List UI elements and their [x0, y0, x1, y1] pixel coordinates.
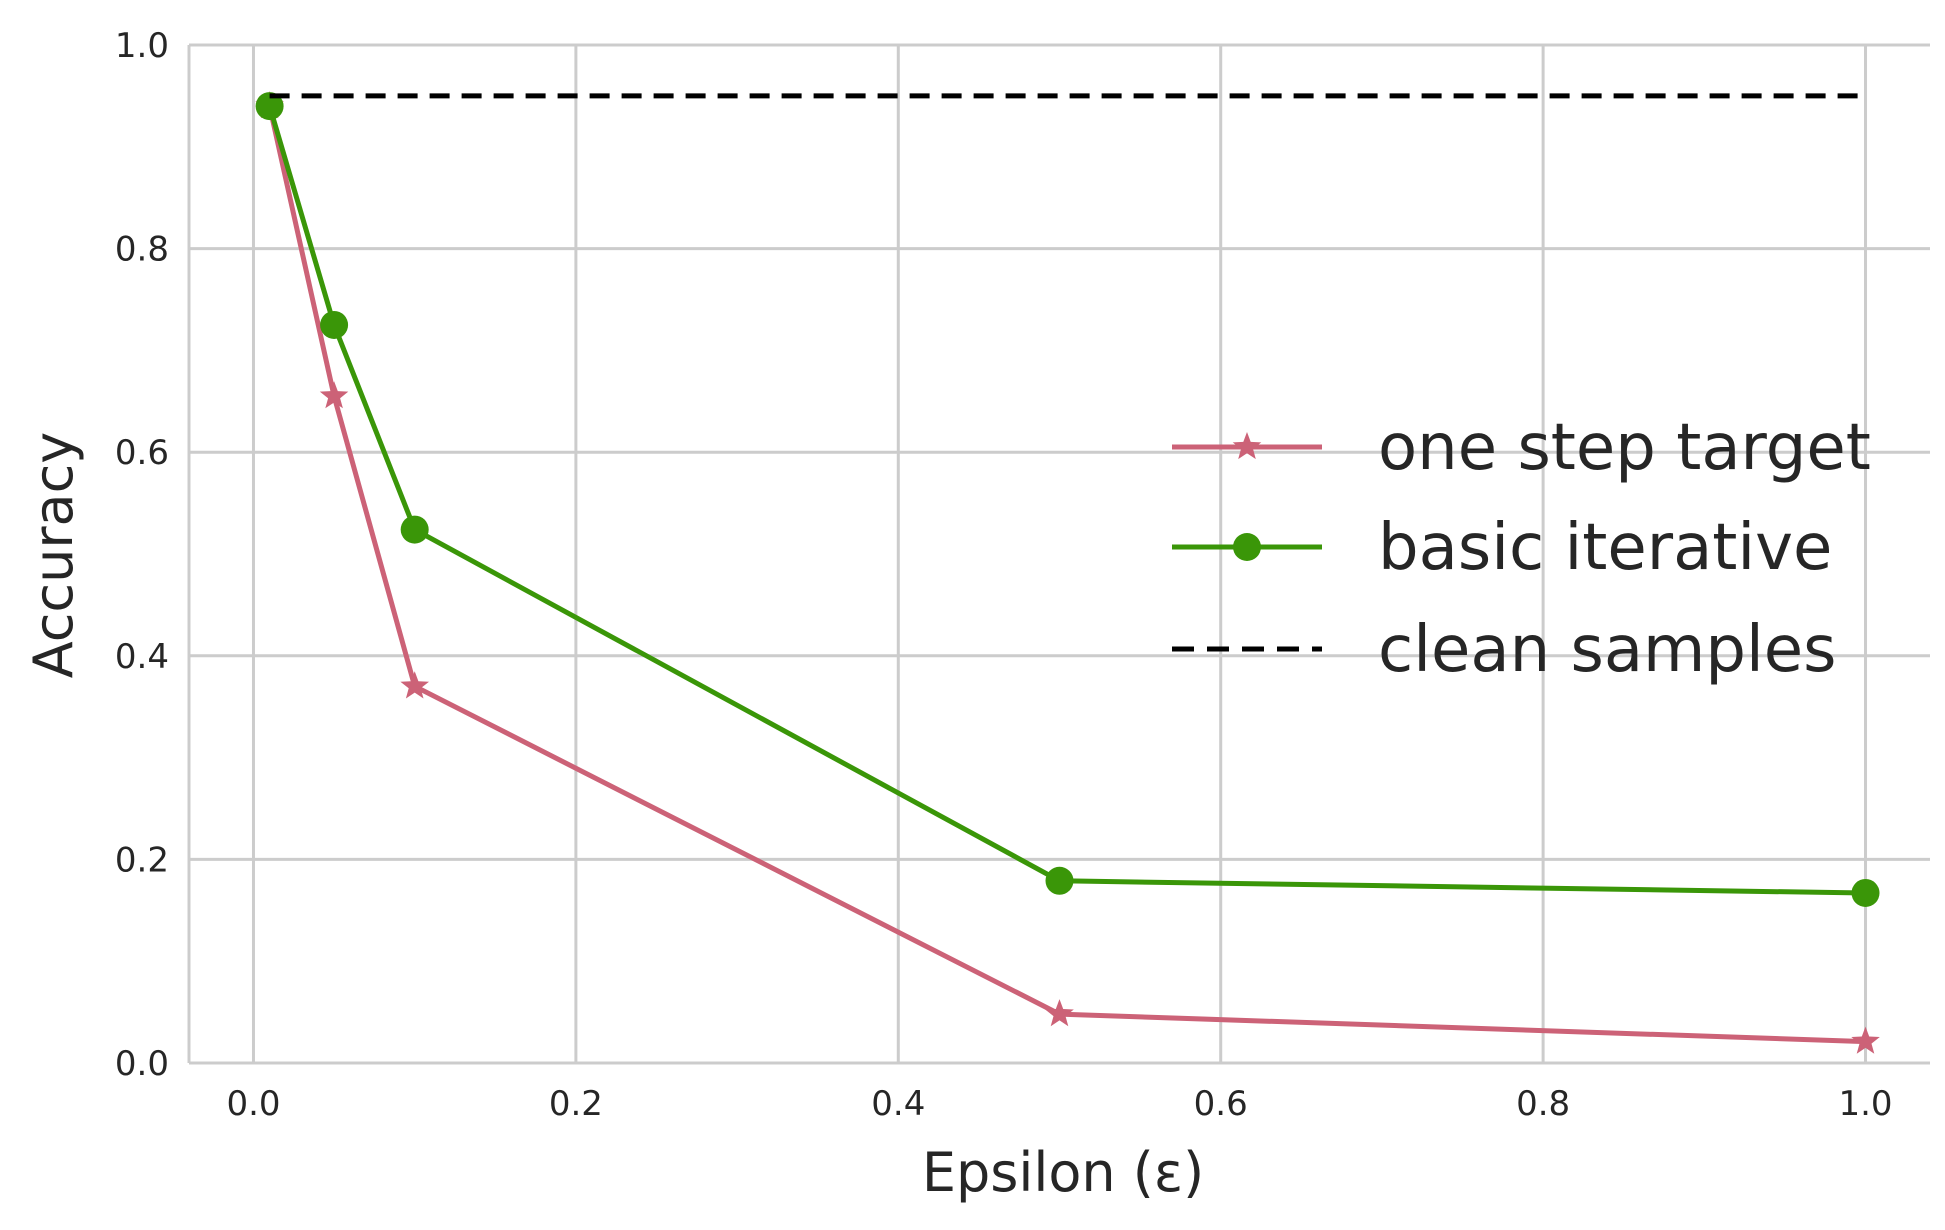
y-tick-label: 0.2	[115, 840, 169, 880]
y-tick-label: 0.0	[115, 1044, 169, 1084]
data-point-basic-iterative	[1851, 878, 1880, 907]
data-point-one-step-target	[319, 381, 349, 409]
series	[255, 91, 1880, 1054]
legend-label-one-step-target: one step target	[1378, 411, 1871, 485]
y-axis-label: Accuracy	[22, 432, 85, 679]
y-tick-label: 0.4	[115, 637, 169, 677]
legend-label-basic-iterative: basic iterative	[1378, 511, 1832, 585]
axes	[187, 45, 1930, 1065]
data-point-basic-iterative	[400, 515, 429, 544]
y-tick-label: 0.8	[115, 230, 169, 270]
x-tick-label: 1.0	[1838, 1084, 1892, 1124]
legend-marker-basic-iterative	[1233, 533, 1261, 561]
tick-labels: 0.0 0.2 0.4 0.6 0.8 1.0 0.0 0.2 0.4 0.6 0.8 1.0	[115, 26, 1893, 1124]
legend: one step target basic iterative clean samp…	[1172, 411, 1871, 687]
x-tick-label: 0.4	[871, 1084, 925, 1124]
data-point-basic-iterative	[320, 310, 349, 339]
x-tick-label: 0.2	[549, 1084, 603, 1124]
data-point-basic-iterative	[255, 92, 284, 121]
x-tick-label: 0.8	[1516, 1084, 1570, 1124]
y-tick-label: 0.6	[115, 433, 169, 473]
data-point-one-step-target	[400, 671, 429, 699]
y-tick-label: 1.0	[115, 26, 169, 66]
x-tick-label: 0.0	[226, 1084, 280, 1124]
x-tick-label: 0.6	[1194, 1084, 1248, 1124]
data-point-one-step-target	[1851, 1026, 1880, 1054]
legend-marker-one-step-target	[1232, 432, 1262, 460]
series-line-basic-iterative	[267, 105, 1866, 896]
x-axis-label: Epsilon (ε)	[922, 1141, 1204, 1204]
data-point-basic-iterative	[1045, 866, 1074, 895]
data-point-one-step-target	[1045, 999, 1074, 1027]
legend-label-clean-samples: clean samples	[1378, 613, 1837, 687]
